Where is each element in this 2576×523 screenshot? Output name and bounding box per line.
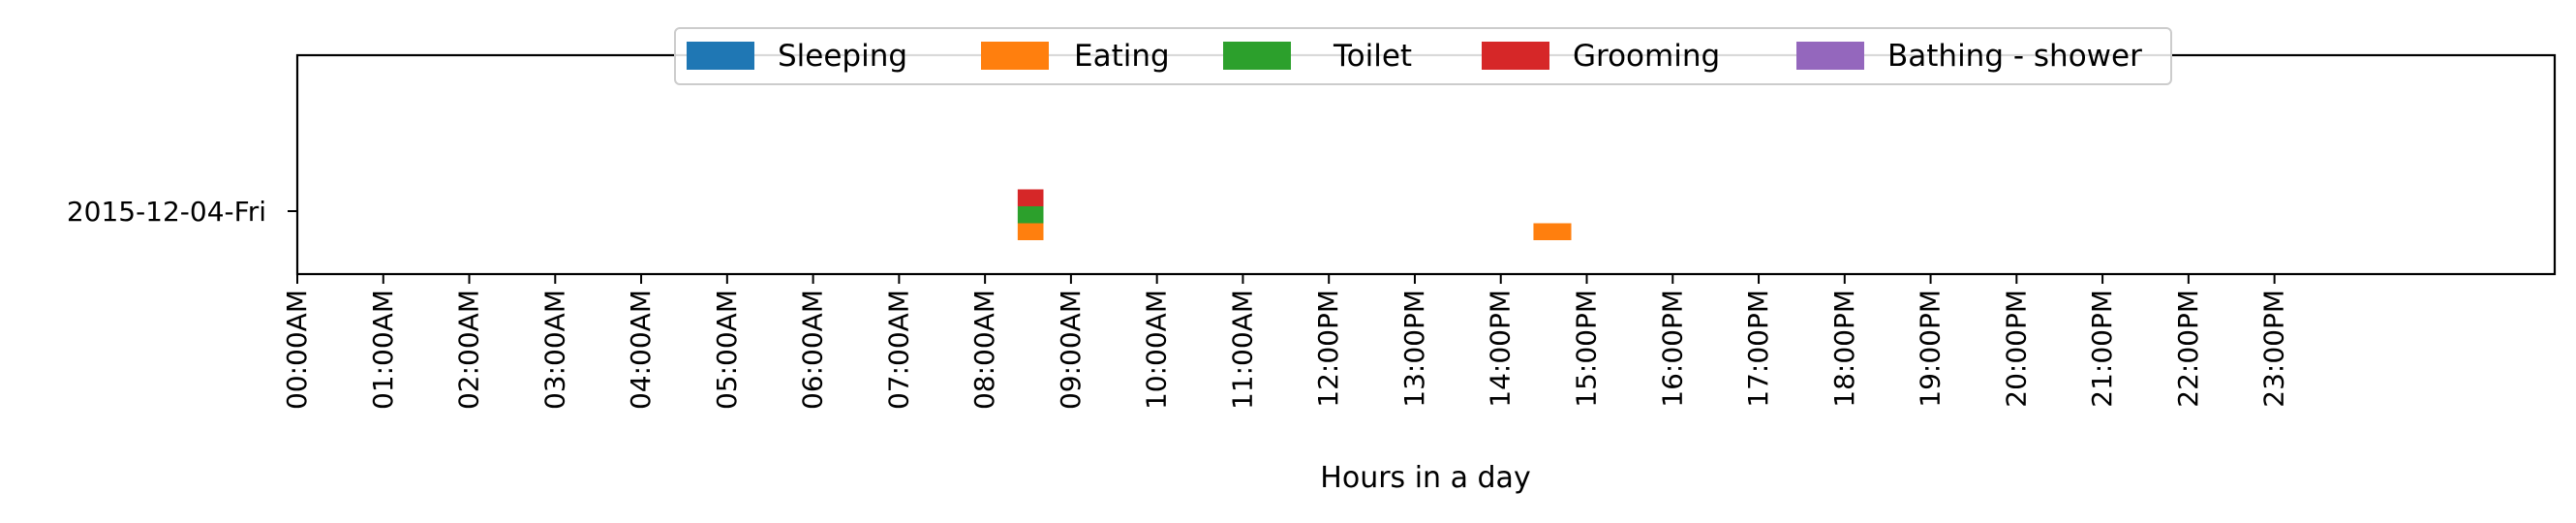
x-tick-label: 23:00PM xyxy=(2258,290,2290,408)
x-tick-label: 18:00PM xyxy=(1828,290,1860,408)
x-tick-label: 04:00AM xyxy=(625,290,657,410)
legend: Sleeping Eating Toilet Grooming Bathing - sh… xyxy=(674,27,2172,85)
x-tick-label: 11:00AM xyxy=(1226,290,1258,410)
x-tick-label: 16:00PM xyxy=(1656,290,1688,408)
legend-swatch xyxy=(1796,42,1864,70)
legend-label: Eating xyxy=(1074,39,1170,74)
x-tick-label: 14:00PM xyxy=(1485,290,1517,408)
activity-bar-grooming xyxy=(1017,189,1044,206)
legend-label: Toilet xyxy=(1333,39,1412,74)
activity-bar-toilet xyxy=(1017,206,1044,224)
x-tick-label: 09:00AM xyxy=(1055,290,1087,410)
activity-bar-eating xyxy=(1017,223,1044,240)
x-tick-label: 22:00PM xyxy=(2172,290,2204,408)
x-tick-label: 05:00AM xyxy=(711,290,743,410)
x-tick-label: 01:00AM xyxy=(367,290,399,410)
y-tick-label: 2015-12-04-Fri xyxy=(67,196,266,228)
legend-swatch xyxy=(981,42,1049,70)
x-tick-label: 00:00AM xyxy=(281,290,313,410)
legend-swatch xyxy=(687,42,754,70)
x-tick-label: 15:00PM xyxy=(1570,290,1602,408)
activity-bar-eating xyxy=(1533,223,1572,240)
x-tick-label: 06:00AM xyxy=(797,290,829,410)
legend-swatch xyxy=(1482,42,1549,70)
x-axis: 00:00AM 01:00AM 02:00AM 03:00AM 04:00AM 05:00… xyxy=(281,274,2290,410)
x-tick-label: 17:00PM xyxy=(1742,290,1774,408)
legend-label: Bathing - shower xyxy=(1887,39,2142,74)
chart-marks xyxy=(1017,189,1572,240)
x-tick-label: 21:00PM xyxy=(2086,290,2118,408)
x-tick-label: 02:00AM xyxy=(453,290,485,410)
x-tick-label: 03:00AM xyxy=(538,290,570,410)
x-tick-label: 08:00AM xyxy=(968,290,1000,410)
x-tick-label: 12:00PM xyxy=(1312,290,1344,408)
x-tick-label: 13:00PM xyxy=(1398,290,1430,408)
x-tick-label: 07:00AM xyxy=(882,290,914,410)
x-axis-title: Hours in a day xyxy=(1320,461,1530,495)
x-tick-label: 10:00AM xyxy=(1141,290,1173,410)
legend-swatch xyxy=(1223,42,1291,70)
legend-label: Sleeping xyxy=(778,39,907,74)
legend-label: Grooming xyxy=(1573,39,1720,74)
x-tick-label: 20:00PM xyxy=(2000,290,2032,408)
y-axis: 2015-12-04-Fri xyxy=(67,196,297,228)
x-tick-label: 19:00PM xyxy=(1915,290,1947,408)
plot-frame xyxy=(295,53,2557,276)
